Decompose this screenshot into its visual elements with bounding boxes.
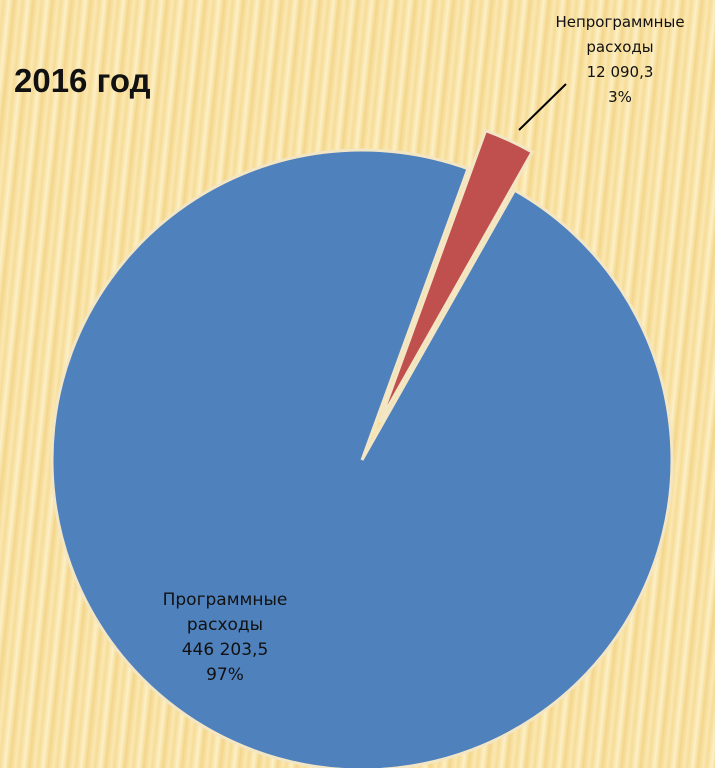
value-label: 446 203,5 [181, 640, 269, 660]
data-label: Программные расходы 446 203,5 97% [140, 588, 310, 688]
pie-slice [378, 128, 535, 423]
chart-title: 2016 год [14, 62, 151, 99]
value-label: 12 090,3 [586, 63, 654, 81]
leader-line [518, 83, 567, 131]
category-label: Непрограммные расходы [555, 13, 685, 56]
pie-slice [50, 148, 674, 768]
percent-label: 97% [206, 665, 244, 685]
data-label: Непрограммные расходы 12 090,3 3% [530, 10, 710, 110]
percent-label: 3% [608, 88, 632, 106]
category-label: Программные расходы [162, 590, 288, 635]
